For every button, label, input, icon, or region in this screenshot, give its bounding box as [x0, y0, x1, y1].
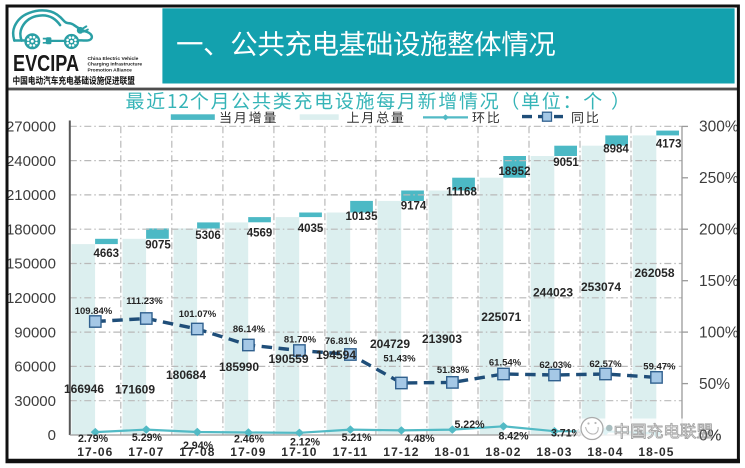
svg-text:51.83%: 51.83%: [437, 365, 470, 376]
svg-text:81.70%: 81.70%: [284, 334, 317, 345]
svg-text:18-03: 18-03: [536, 445, 572, 459]
svg-text:5306: 5306: [195, 230, 221, 242]
svg-text:18-05: 18-05: [638, 445, 674, 459]
svg-text:4569: 4569: [247, 227, 273, 239]
svg-text:18-02: 18-02: [485, 445, 521, 459]
svg-text:4663: 4663: [94, 248, 120, 260]
svg-text:101.07%: 101.07%: [179, 309, 217, 320]
svg-text:30000: 30000: [14, 393, 56, 410]
svg-text:2.12%: 2.12%: [290, 437, 321, 449]
svg-text:194594: 194594: [316, 348, 356, 362]
svg-text:100%: 100%: [699, 324, 739, 341]
svg-text:86.14%: 86.14%: [233, 324, 266, 335]
svg-text:4173: 4173: [656, 138, 682, 150]
svg-text:62.57%: 62.57%: [589, 359, 622, 370]
svg-text:190559: 190559: [268, 352, 308, 366]
svg-text:166946: 166946: [64, 382, 104, 396]
svg-text:253074: 253074: [581, 280, 621, 294]
svg-text:8984: 8984: [603, 144, 629, 156]
svg-text:200%: 200%: [699, 222, 739, 239]
svg-text:5.29%: 5.29%: [132, 432, 163, 444]
svg-text:8.42%: 8.42%: [498, 431, 529, 443]
svg-text:250%: 250%: [699, 170, 739, 187]
svg-text:262058: 262058: [634, 266, 674, 280]
svg-text:270000: 270000: [6, 119, 56, 136]
svg-text:3.71%: 3.71%: [551, 428, 582, 440]
svg-text:18-04: 18-04: [587, 445, 623, 459]
svg-text:150%: 150%: [699, 273, 739, 290]
svg-text:China Electric Vehicle: China Electric Vehicle: [88, 56, 139, 62]
svg-text:2.79%: 2.79%: [78, 433, 109, 445]
svg-text:171609: 171609: [115, 383, 155, 397]
svg-text:17-08: 17-08: [179, 445, 215, 459]
svg-text:2.94%: 2.94%: [183, 440, 214, 452]
svg-text:Charging Infrastructure: Charging Infrastructure: [88, 62, 143, 68]
svg-text:51.43%: 51.43%: [383, 354, 416, 365]
svg-text:150000: 150000: [6, 256, 56, 273]
svg-text:111.23%: 111.23%: [126, 296, 163, 307]
svg-text:204729: 204729: [370, 337, 410, 351]
svg-text:9075: 9075: [145, 240, 171, 252]
svg-text:76.81%: 76.81%: [325, 336, 358, 347]
svg-text:5.21%: 5.21%: [342, 432, 373, 444]
svg-text:61.54%: 61.54%: [489, 358, 522, 369]
svg-text:62.03%: 62.03%: [539, 360, 572, 371]
svg-text:2.46%: 2.46%: [234, 433, 265, 445]
svg-text:300%: 300%: [699, 119, 739, 136]
svg-text:9051: 9051: [553, 157, 579, 169]
svg-text:240000: 240000: [6, 153, 56, 170]
svg-text:17-06: 17-06: [77, 445, 113, 459]
svg-text:213903: 213903: [422, 332, 462, 346]
svg-text:9174: 9174: [401, 201, 427, 213]
svg-text:17-12: 17-12: [383, 445, 419, 459]
svg-text:90000: 90000: [14, 324, 56, 341]
svg-text:109.84%: 109.84%: [75, 306, 113, 317]
svg-text:0%: 0%: [699, 427, 722, 444]
svg-text:4035: 4035: [298, 223, 324, 235]
svg-text:17-11: 17-11: [333, 445, 369, 459]
svg-text:17-10: 17-10: [281, 445, 317, 459]
svg-text:225071: 225071: [481, 310, 521, 324]
svg-text:210000: 210000: [6, 187, 56, 204]
svg-text:17-09: 17-09: [230, 445, 266, 459]
svg-text:10135: 10135: [346, 211, 379, 223]
svg-text:180000: 180000: [6, 221, 56, 238]
svg-text:180684: 180684: [166, 368, 206, 382]
svg-text:185990: 185990: [219, 360, 259, 374]
svg-text:Promotion Alliance: Promotion Alliance: [88, 67, 133, 73]
svg-text:50%: 50%: [699, 376, 730, 393]
svg-text:17-07: 17-07: [128, 445, 164, 459]
svg-text:EVCIPA: EVCIPA: [13, 50, 79, 76]
svg-text:18952: 18952: [499, 166, 531, 178]
svg-text:244023: 244023: [533, 286, 573, 300]
svg-text:120000: 120000: [6, 290, 56, 307]
svg-text:59.47%: 59.47%: [643, 362, 676, 373]
svg-text:11168: 11168: [446, 187, 477, 199]
svg-text:5.22%: 5.22%: [454, 419, 485, 431]
svg-text:60000: 60000: [14, 359, 56, 376]
svg-text:18-01: 18-01: [434, 445, 470, 459]
svg-text:0: 0: [48, 427, 56, 444]
svg-text:4.48%: 4.48%: [405, 433, 436, 445]
